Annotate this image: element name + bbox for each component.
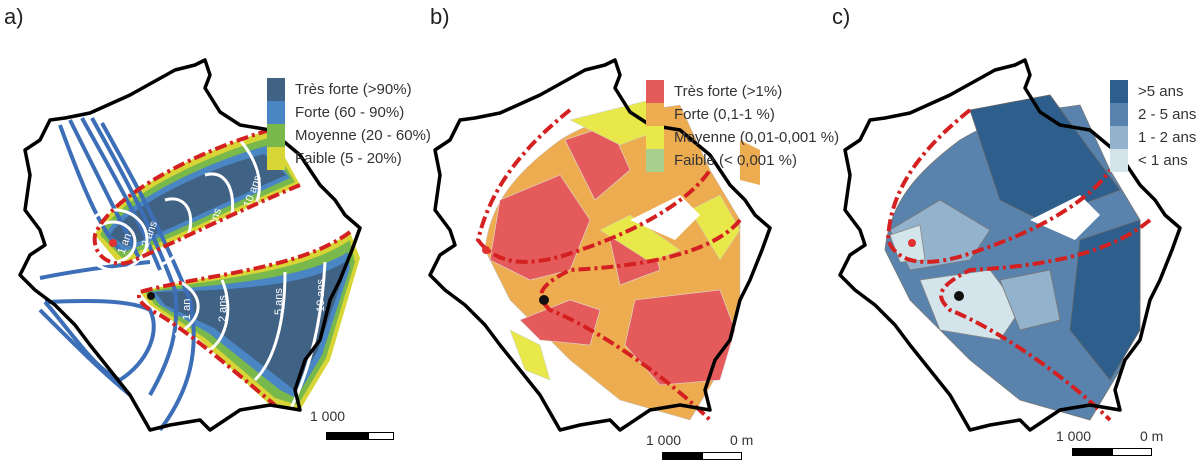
swatch [267,124,285,147]
scale-label-left: 1 000 [310,408,346,424]
well-red [482,246,490,254]
panel-label-b: b) [430,4,450,29]
isochrones-top [81,139,261,272]
legend-label: Faible (5 - 20%) [295,150,402,167]
legend-item: 1 - 2 ans [1110,126,1196,149]
legend-c: >5 ans 2 - 5 ans 1 - 2 ans < 1 ans [1110,80,1196,172]
legend-label: 2 - 5 ans [1138,106,1197,123]
panel-a: a) 1 an 2 [0,0,431,467]
legend-label: Moyenne (0,01-0,001 %) [674,129,840,146]
flowlines [38,117,196,432]
well-black [147,292,155,300]
isochrone-labels-b: 1 an 2 ans 5 ans 10 ans [181,278,327,322]
legend-label: Très forte (>90%) [295,81,412,98]
legend-item: Forte (60 - 90%) [267,101,431,124]
swatch [646,126,664,149]
legend-item: Très forte (>90%) [267,78,431,101]
well-red [908,239,916,247]
legend-label: >5 ans [1138,83,1184,100]
scale-label-left: 1 000 [646,432,682,448]
map-a: 1 an 2 ans 5 ans 10 ans 1 an 2 ans 5 ans… [18,58,362,432]
scale-bar-graphic [1072,448,1152,456]
legend-item: Très forte (>1%) [646,80,839,103]
panel-label-a: a) [4,4,24,29]
panel-c: c) >5 ans 2 - 5 ans 1 - 2 ans < 1 ans 1 … [820,0,1200,467]
protection-perimeter [475,108,742,422]
catchment-boundary [838,58,1182,432]
scale-label-right: 0 m [1140,428,1164,444]
legend-label: < 1 ans [1138,152,1188,169]
scale-label-left: 1 000 [1056,428,1092,444]
iso-label: 10 ans [315,278,327,312]
swatch [646,80,664,103]
catchment-boundary [428,58,772,432]
scale-label-right: 0 m [730,432,754,448]
legend-item: >5 ans [1110,80,1196,103]
well-black [539,295,549,305]
well-red [109,239,117,247]
map-c [838,58,1182,432]
swatch [267,101,285,124]
legend-b: Très forte (>1%) Forte (0,1-1 %) Moyenne… [646,80,839,172]
iso-label: 2 ans [217,295,229,322]
swatch [1110,80,1128,103]
scale-bar-graphic [326,432,394,440]
legend-label: Forte (60 - 90%) [295,104,405,121]
map-b [428,58,772,432]
scale-bar-graphic [662,452,742,460]
swatch [267,78,285,101]
legend-item: Faible (5 - 20%) [267,147,431,170]
iso-label: 5 ans [273,288,285,315]
swatch [267,147,285,170]
swatch [1110,126,1128,149]
legend-item: < 1 ans [1110,149,1196,172]
panel-label-c: c) [832,4,851,29]
protection-perimeter [92,128,352,407]
legend-item: Forte (0,1-1 %) [646,103,839,126]
legend-label: 1 - 2 ans [1138,129,1197,146]
legend-item: Moyenne (20 - 60%) [267,124,431,147]
swatch [1110,149,1128,172]
swatch [646,149,664,172]
swatch [1110,103,1128,126]
legend-item: Faible (< 0,001 %) [646,149,839,172]
legend-item: Moyenne (0,01-0,001 %) [646,126,839,149]
catchment-boundary [18,58,362,432]
panel-b: b) Très forte (>1%) Forte (0,1-1 %) Moye… [420,0,839,467]
well-black [954,291,964,301]
protection-perimeter [885,108,1152,422]
legend-label: Très forte (>1%) [674,83,783,100]
legend-a: Très forte (>90%) Forte (60 - 90%) Moyen… [267,78,431,170]
iso-label: 1 an [181,299,193,320]
swatch [646,103,664,126]
legend-label: Faible (< 0,001 %) [674,152,797,169]
legend-item: 2 - 5 ans [1110,103,1196,126]
legend-label: Forte (0,1-1 %) [674,106,775,123]
legend-label: Moyenne (20 - 60%) [295,127,431,144]
